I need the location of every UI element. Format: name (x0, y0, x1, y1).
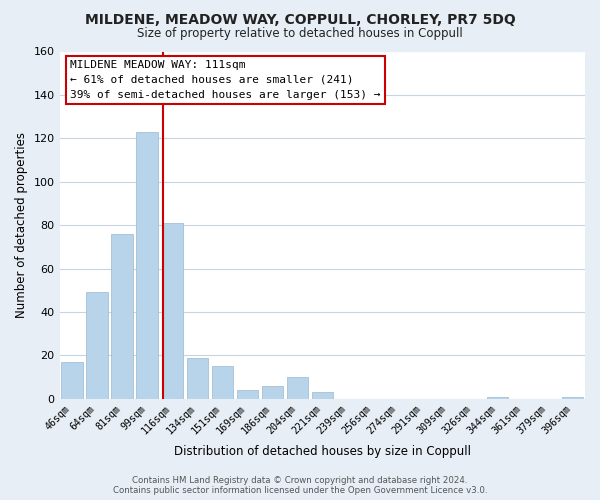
Bar (562, 396, 583, 399)
X-axis label: Distribution of detached houses by size in Coppull: Distribution of detached houses by size … (174, 444, 471, 458)
Bar (212, 366, 233, 399)
Bar (311, 392, 333, 399)
Bar (161, 223, 183, 399)
Bar (136, 132, 158, 399)
Bar (61, 362, 83, 399)
Text: MILDENE MEADOW WAY: 111sqm
← 61% of detached houses are smaller (241)
39% of sem: MILDENE MEADOW WAY: 111sqm ← 61% of deta… (70, 60, 380, 100)
Text: Size of property relative to detached houses in Coppull: Size of property relative to detached ho… (137, 28, 463, 40)
Bar (487, 396, 508, 399)
Text: Contains HM Land Registry data © Crown copyright and database right 2024.: Contains HM Land Registry data © Crown c… (132, 476, 468, 485)
Text: Contains public sector information licensed under the Open Government Licence v3: Contains public sector information licen… (113, 486, 487, 495)
Y-axis label: Number of detached properties: Number of detached properties (15, 132, 28, 318)
Bar (287, 377, 308, 399)
Bar (187, 358, 208, 399)
Bar (236, 390, 258, 399)
Bar (112, 234, 133, 399)
Text: MILDENE, MEADOW WAY, COPPULL, CHORLEY, PR7 5DQ: MILDENE, MEADOW WAY, COPPULL, CHORLEY, P… (85, 12, 515, 26)
Bar (262, 386, 283, 399)
Bar (86, 292, 108, 399)
